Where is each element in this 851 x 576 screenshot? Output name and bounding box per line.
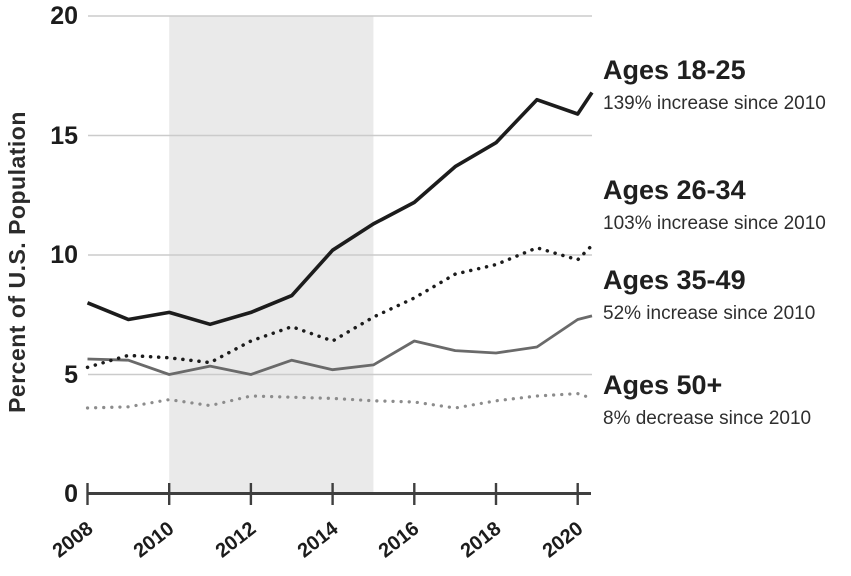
legend-annotation: 8% decrease since 2010 bbox=[603, 408, 812, 429]
series-line-ages-18-250 bbox=[86, 91, 594, 327]
series-line-ages-35-492 bbox=[87, 314, 593, 376]
legend-annotation: 52% increase since 2010 bbox=[603, 303, 816, 324]
legend-entry-ages-26-34: Ages 26-34 103% increase since 2010 bbox=[603, 174, 851, 235]
legend-entry-ages-18-25: Ages 18-25 139% increase since 2010 bbox=[603, 54, 851, 115]
y-tick-label-20: 20 bbox=[50, 2, 78, 30]
y-tick-label-5: 5 bbox=[64, 360, 78, 389]
series-line-ages-50-3 bbox=[85, 392, 594, 410]
series-line-ages-26-341 bbox=[85, 243, 594, 370]
y-axis-title: Percent of U.S. Population bbox=[4, 111, 30, 413]
legend-title: Ages 50+ bbox=[603, 370, 723, 400]
legend-title: Ages 35-49 bbox=[603, 265, 746, 295]
legend-title: Ages 18-25 bbox=[603, 55, 746, 85]
legend-entry-ages-35-49: Ages 35-49 52% increase since 2010 bbox=[603, 264, 851, 325]
legend-annotation: 139% increase since 2010 bbox=[603, 93, 826, 114]
legend-annotation: 103% increase since 2010 bbox=[603, 213, 826, 234]
legend-title: Ages 26-34 bbox=[603, 175, 746, 205]
y-tick-label-0: 0 bbox=[64, 480, 78, 508]
y-tick-label-15: 15 bbox=[50, 121, 78, 150]
legend-entry-ages-50plus: Ages 50+ 8% decrease since 2010 bbox=[603, 369, 851, 430]
y-tick-label-10: 10 bbox=[50, 241, 78, 269]
